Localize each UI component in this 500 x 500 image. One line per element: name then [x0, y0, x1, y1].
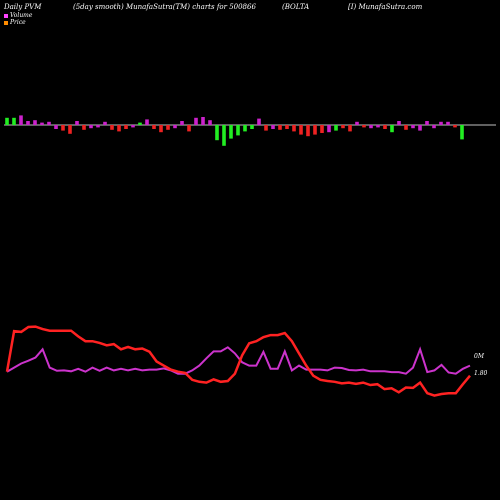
volume-bar	[425, 121, 429, 125]
volume-bar	[173, 125, 177, 129]
volume-bar	[145, 119, 149, 125]
volume-bar	[75, 121, 79, 125]
volume-bar	[117, 125, 121, 132]
volume-bar	[159, 125, 163, 133]
volume-bar	[320, 125, 324, 133]
volume-bar	[341, 125, 345, 129]
volume-bar	[138, 122, 142, 125]
volume-bar	[334, 125, 338, 131]
volume-bar	[180, 121, 184, 125]
volume-bar	[292, 125, 296, 132]
volume-bar	[236, 125, 240, 136]
volume-bar	[383, 125, 387, 129]
volume-bar	[166, 125, 170, 130]
volume-bar	[390, 125, 394, 133]
volume-bar	[19, 115, 23, 125]
volume-bar	[222, 125, 226, 146]
volume-bar	[432, 125, 436, 129]
volume-bar	[257, 118, 261, 125]
site-label: [I) MunafaSutra.com	[348, 3, 423, 11]
volume-bar	[89, 125, 93, 129]
legend-price: Price	[4, 19, 26, 26]
chart-description: (5day smooth) MunafaSutra(TM) charts for…	[73, 3, 256, 11]
volume-bar	[243, 125, 247, 132]
volume-line	[6, 346, 471, 375]
volume-bar	[215, 125, 219, 141]
volume-bar	[397, 121, 401, 125]
volume-bar	[54, 125, 58, 129]
volume-bars	[5, 115, 464, 146]
volume-bar	[271, 125, 275, 129]
period-label: Daily PVM	[4, 3, 42, 11]
volume-bar	[131, 125, 135, 128]
volume-bar	[201, 117, 205, 125]
price-swatch	[4, 20, 8, 25]
volume-right-label: 0M	[474, 353, 485, 360]
volume-bar	[82, 125, 86, 130]
volume-bar	[250, 125, 254, 129]
volume-bar	[152, 125, 156, 129]
volume-bar	[26, 121, 30, 125]
volume-bar	[33, 120, 37, 125]
volume-bar	[103, 121, 107, 125]
volume-bar	[12, 117, 16, 125]
legend-price-label: Price	[10, 19, 26, 26]
volume-swatch	[4, 13, 8, 18]
volume-bar	[306, 125, 310, 137]
symbol-label: (BOLTA	[282, 3, 310, 11]
volume-bar	[285, 125, 289, 129]
volume-bar	[68, 125, 72, 134]
volume-bar	[229, 125, 233, 139]
volume-bar	[418, 125, 422, 131]
volume-bar	[278, 125, 282, 130]
volume-bar	[61, 125, 65, 131]
volume-bar	[313, 125, 317, 135]
legend-volume-label: Volume	[10, 12, 33, 19]
legend-volume: Volume	[4, 12, 32, 19]
volume-bar	[404, 125, 408, 130]
price-right-label: 1.80	[474, 370, 488, 377]
volume-bar	[446, 121, 450, 125]
volume-bar	[187, 125, 191, 132]
volume-bar	[47, 121, 51, 125]
volume-bar	[376, 125, 380, 128]
volume-bar	[124, 125, 128, 129]
volume-bar	[369, 125, 373, 129]
volume-bar	[453, 125, 457, 128]
volume-bar	[355, 121, 359, 125]
volume-bar	[327, 125, 331, 133]
volume-bar	[411, 125, 415, 129]
volume-bar	[96, 125, 100, 128]
volume-bar	[362, 125, 366, 128]
volume-bar	[460, 125, 464, 140]
volume-bar	[208, 120, 212, 125]
volume-bar	[194, 117, 198, 125]
volume-bar	[348, 125, 352, 132]
volume-bar	[299, 125, 303, 135]
volume-bar	[110, 125, 114, 130]
price-line	[5, 325, 471, 397]
volume-bar	[5, 117, 9, 125]
volume-bar	[264, 125, 268, 131]
volume-bar	[439, 121, 443, 125]
volume-bar	[40, 122, 44, 125]
